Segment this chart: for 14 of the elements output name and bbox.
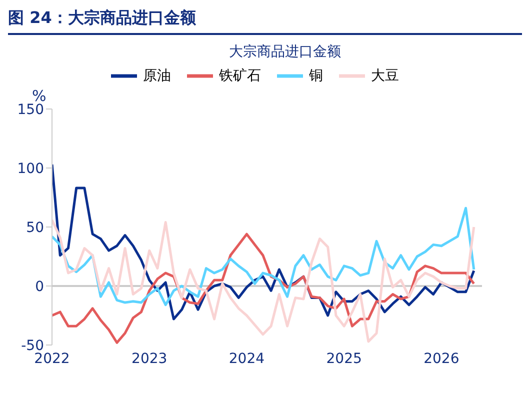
y-tick-label: 100 — [17, 160, 44, 177]
y-tick-label: 50 — [26, 220, 44, 236]
y-tick-label: 0 — [35, 278, 44, 295]
x-tick-label: 2026 — [424, 350, 460, 367]
x-tick-label: 2024 — [228, 350, 265, 367]
x-tick-label: 2023 — [132, 350, 168, 367]
legend-label: 铁矿石 — [219, 67, 261, 85]
x-tick-label: 2025 — [326, 350, 362, 367]
chart-subtitle: 大宗商品进口金额 — [228, 43, 342, 61]
legend-label: 铜 — [309, 67, 323, 85]
legend-label: 原油 — [143, 67, 171, 85]
legend-label: 大豆 — [371, 67, 399, 85]
chart-title: 图 24：大宗商品进口金额 — [8, 8, 522, 35]
line-series — [52, 206, 476, 306]
